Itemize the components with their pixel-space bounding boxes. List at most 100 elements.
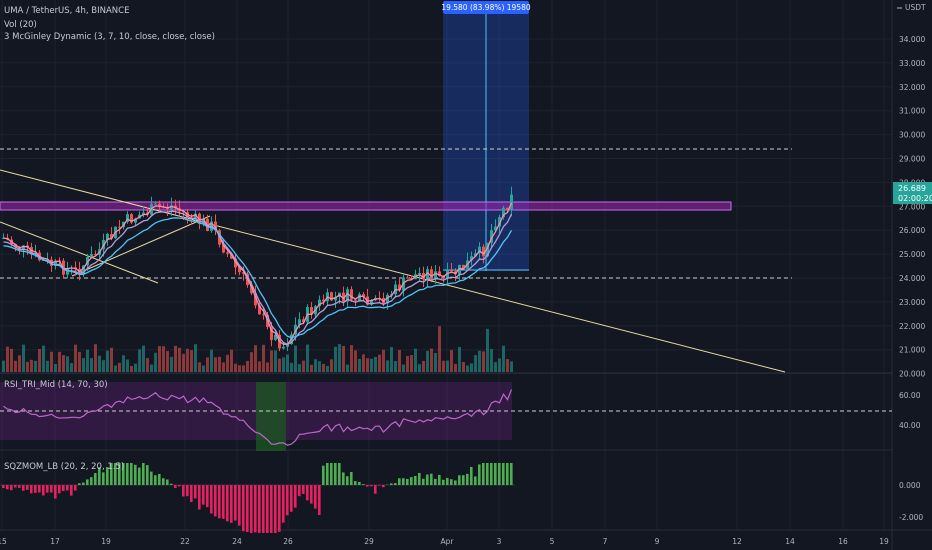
candle[interactable] [426, 269, 429, 280]
candle[interactable] [134, 218, 137, 223]
candle[interactable] [478, 246, 481, 254]
candle[interactable] [346, 289, 349, 302]
candle[interactable] [470, 256, 473, 261]
candle[interactable] [222, 244, 225, 253]
candle[interactable] [14, 244, 17, 248]
candle[interactable] [362, 294, 365, 297]
candle[interactable] [234, 258, 237, 268]
candle[interactable] [490, 230, 493, 243]
candle[interactable] [342, 292, 345, 302]
candle[interactable] [294, 324, 297, 335]
sqz-bar [26, 485, 29, 490]
candle[interactable] [502, 207, 505, 218]
candle[interactable] [350, 289, 353, 300]
sqz-bar [254, 485, 257, 533]
rsi-path [3, 389, 513, 446]
candle[interactable] [226, 252, 229, 254]
candle[interactable] [106, 234, 109, 241]
candle[interactable] [22, 245, 25, 251]
candle[interactable] [474, 253, 477, 257]
candle[interactable] [130, 214, 133, 223]
candle[interactable] [330, 292, 333, 301]
volume-bar [262, 344, 265, 372]
candle[interactable] [82, 265, 85, 275]
volume-legend[interactable]: Vol (20) [4, 20, 37, 30]
candle[interactable] [318, 299, 321, 307]
candle[interactable] [158, 203, 161, 207]
sqz-bar [450, 479, 453, 485]
candle[interactable] [434, 271, 437, 280]
candle[interactable] [322, 299, 325, 302]
sqz-bar [290, 485, 293, 512]
candle[interactable] [486, 242, 489, 257]
candle[interactable] [258, 305, 261, 315]
candle[interactable] [282, 346, 285, 349]
volume-bar [490, 349, 493, 372]
candle[interactable] [510, 194, 513, 211]
candle[interactable] [494, 226, 497, 231]
candle[interactable] [94, 254, 97, 256]
candle[interactable] [298, 319, 301, 325]
candle[interactable] [462, 264, 465, 269]
candle[interactable] [126, 214, 129, 222]
candle[interactable] [286, 344, 289, 347]
mcginley-legend[interactable]: 3 McGinley Dynamic (3, 7, 10, close, clo… [4, 32, 215, 42]
rsi-legend[interactable]: RSI_TRI_Mid (14, 70, 30) [4, 380, 108, 390]
candle[interactable] [398, 284, 401, 291]
candle[interactable] [446, 270, 449, 279]
candle[interactable] [482, 246, 485, 257]
candle[interactable] [90, 254, 93, 258]
candle[interactable] [202, 218, 205, 224]
candle[interactable] [430, 269, 433, 280]
candle[interactable] [66, 268, 69, 275]
candle[interactable] [110, 234, 113, 239]
candle[interactable] [450, 270, 453, 272]
candlesticks[interactable] [2, 186, 513, 352]
downtrend-line[interactable] [0, 169, 786, 373]
candle[interactable] [154, 203, 157, 205]
price-axis[interactable]: 34.00033.00032.00031.00030.00029.00028.0… [899, 35, 925, 379]
candle[interactable] [230, 253, 233, 259]
sqz-bar [438, 474, 441, 485]
candle[interactable] [46, 259, 49, 261]
candle[interactable] [250, 285, 253, 294]
candle[interactable] [406, 277, 409, 279]
candle[interactable] [506, 207, 509, 211]
uptrend-line[interactable] [71, 215, 211, 277]
candle[interactable] [370, 300, 373, 305]
candle[interactable] [418, 273, 421, 275]
candle[interactable] [422, 273, 425, 280]
candle[interactable] [302, 319, 305, 323]
candle[interactable] [142, 212, 145, 215]
volume-bar [86, 349, 89, 372]
candle[interactable] [274, 334, 277, 340]
candle[interactable] [354, 299, 357, 301]
candle[interactable] [118, 226, 121, 228]
symbol-legend[interactable]: UMA / TetherUS, 4h, BINANCE [4, 6, 130, 16]
candle[interactable] [438, 271, 441, 276]
channel-line-lower[interactable] [0, 221, 159, 284]
sqz-bar [338, 463, 341, 485]
candle[interactable] [498, 217, 501, 227]
candle[interactable] [310, 307, 313, 315]
candle[interactable] [262, 314, 265, 316]
candle[interactable] [334, 297, 337, 301]
candle[interactable] [238, 267, 241, 273]
sqz-bar [158, 473, 161, 485]
candle[interactable] [270, 326, 273, 340]
candle[interactable] [410, 278, 413, 280]
candle[interactable] [214, 221, 217, 231]
candle[interactable] [254, 293, 257, 306]
resistance-zone[interactable] [0, 201, 732, 211]
volume-bar [358, 358, 361, 372]
sqz-bar [430, 473, 433, 485]
sqz-legend[interactable]: SQZMOM_LB (20, 2, 20, 1.5) [4, 462, 125, 472]
candle[interactable] [242, 272, 245, 274]
candle[interactable] [358, 294, 361, 301]
candle[interactable] [34, 252, 37, 254]
sqz-bar [418, 472, 421, 485]
time-axis[interactable]: 15 17 19 22 24 26 29 Apr 3 5 7 9 12 14 16 19 [0, 537, 889, 546]
candle[interactable] [54, 260, 57, 266]
candle[interactable] [386, 294, 389, 304]
